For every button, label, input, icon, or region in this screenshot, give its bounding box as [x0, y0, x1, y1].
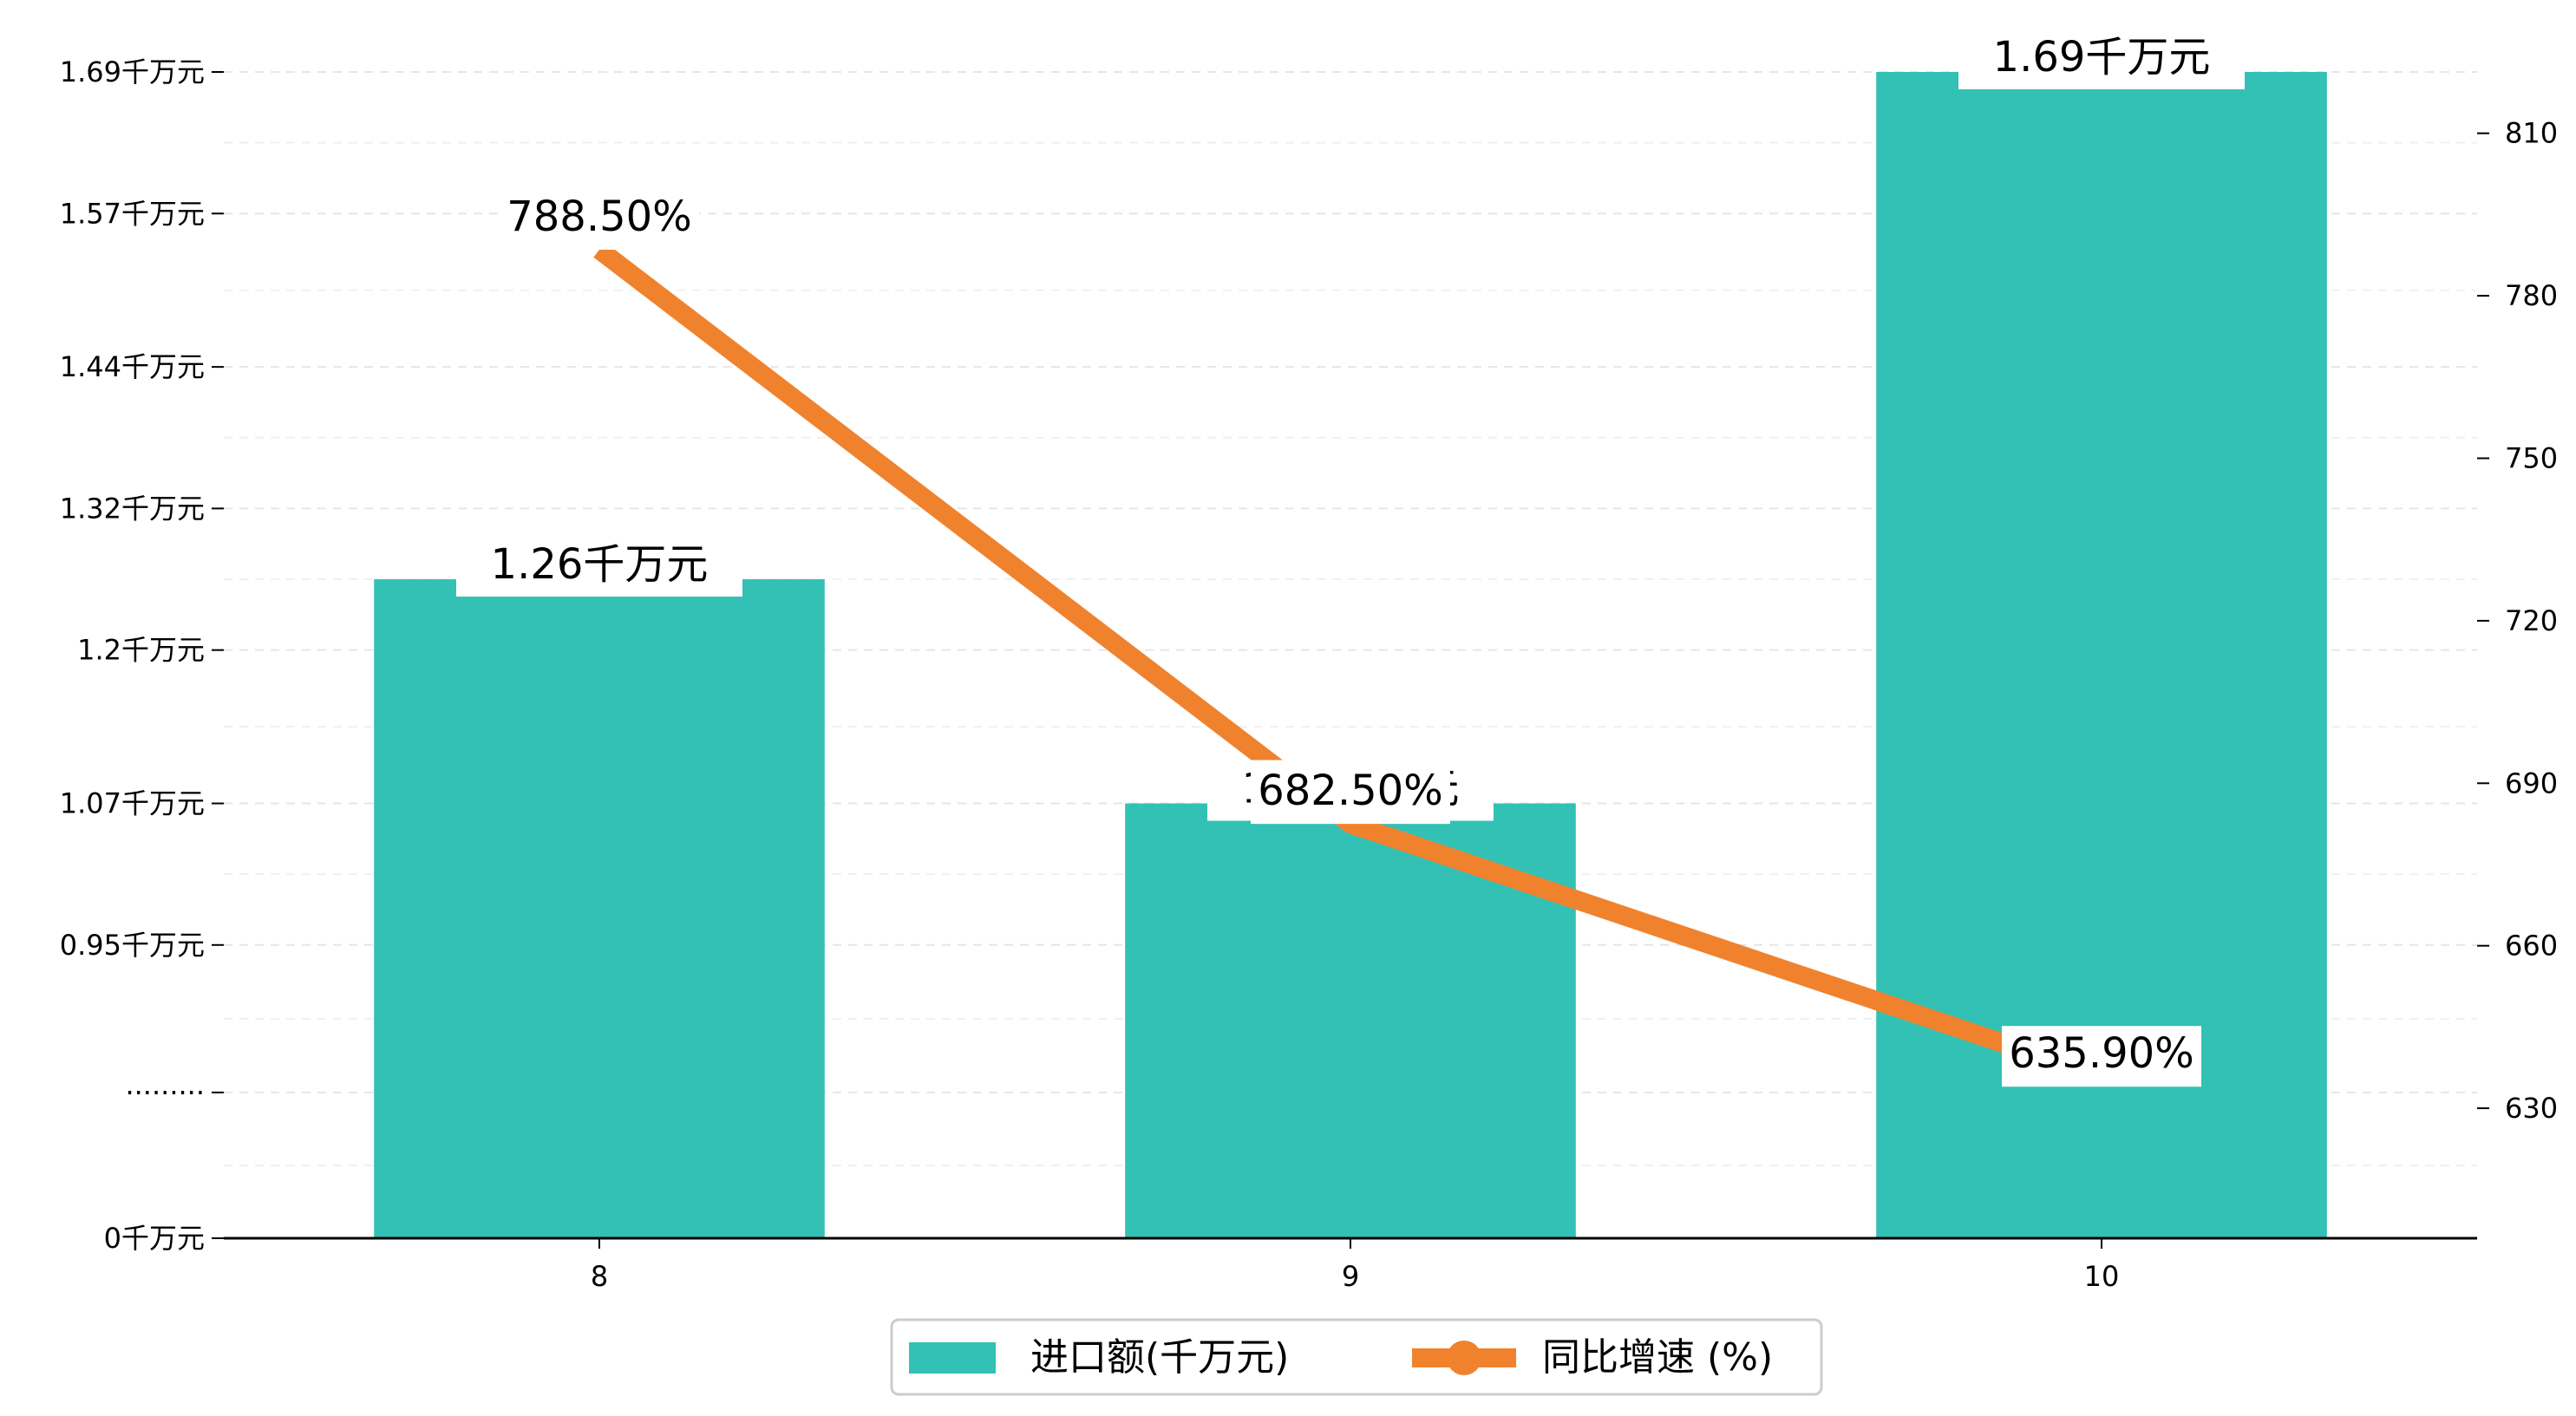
- line-label-box: [500, 189, 699, 250]
- line-label: 635.90%: [2009, 1029, 2194, 1078]
- legend-box: [890, 1318, 1823, 1396]
- bars-layer: [374, 72, 2327, 1238]
- y-left-tick-label: ·········: [125, 1076, 205, 1109]
- labels-layer: 1.26千万元1.07千万元1.69千万元788.50%682.50%635.9…: [456, 29, 2245, 1087]
- y-left-tick-label: 0千万元: [104, 1222, 205, 1255]
- bar-label: 1.69千万元: [1993, 33, 2211, 82]
- bar-label-box: [456, 536, 742, 597]
- legend-label-bar: 进口额(千万元): [1030, 1335, 1289, 1380]
- y-right-tick-label: 780: [2505, 279, 2558, 312]
- y-left-tick-label: 1.07千万元: [60, 787, 205, 820]
- line-label: 682.50%: [1258, 767, 1443, 815]
- y-left-tick-label: 0.95千万元: [60, 929, 205, 962]
- legend: 进口额(千万元) 同比增速 (%): [890, 1318, 1823, 1396]
- y-left-tick-label: 1.44千万元: [60, 350, 205, 383]
- x-tick-label: 8: [591, 1260, 608, 1293]
- y-left-tick-label: 1.69千万元: [60, 55, 205, 88]
- bar-label-box: [1958, 29, 2245, 89]
- bar: [374, 579, 825, 1238]
- y-left-tick-label: 1.2千万元: [77, 634, 205, 667]
- line-label: 788.50%: [507, 192, 692, 241]
- y-right-tick-label: 810: [2505, 117, 2558, 150]
- y-left-tick-label: 1.57千万元: [60, 197, 205, 230]
- x-tick-label: 10: [2084, 1260, 2120, 1293]
- y-right-tick-label: 660: [2505, 930, 2558, 962]
- bar-label: 1.26千万元: [491, 540, 709, 589]
- y-right-tick-label: 630: [2505, 1092, 2558, 1125]
- legend-label-line: 同比增速 (%): [1542, 1335, 1773, 1380]
- axes-layer: 8 9 10 0千万元 ········· 0.95千万元 1.07千万元 1.2千万元 1.3…: [60, 55, 2558, 1293]
- legend-swatch-marker: [1447, 1341, 1481, 1375]
- legend-swatch-bar: [909, 1342, 996, 1374]
- line-label-box: [1251, 763, 1450, 825]
- y-right-tick-label: 750: [2505, 441, 2558, 474]
- y-right-tick-label: 720: [2505, 604, 2558, 637]
- line-label-box: [2002, 1026, 2201, 1087]
- y-left-tick-label: 1.32千万元: [60, 492, 205, 525]
- y-right-tick-label: 690: [2505, 767, 2558, 799]
- x-tick-label: 9: [1342, 1260, 1359, 1293]
